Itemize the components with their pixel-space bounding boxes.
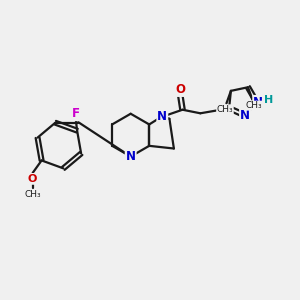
Text: N: N xyxy=(253,96,263,109)
Text: N: N xyxy=(240,109,250,122)
Text: H: H xyxy=(264,95,273,105)
Text: O: O xyxy=(175,83,185,96)
Text: N: N xyxy=(157,110,167,123)
Text: CH₃: CH₃ xyxy=(217,105,233,114)
Text: N: N xyxy=(126,150,136,163)
Text: CH₃: CH₃ xyxy=(246,101,262,110)
Text: O: O xyxy=(27,174,37,184)
Text: F: F xyxy=(72,107,80,120)
Text: CH₃: CH₃ xyxy=(24,190,41,199)
